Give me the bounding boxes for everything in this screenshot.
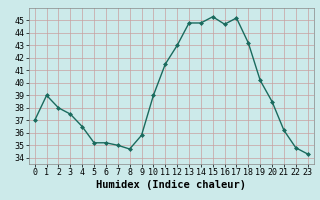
X-axis label: Humidex (Indice chaleur): Humidex (Indice chaleur) <box>96 180 246 190</box>
